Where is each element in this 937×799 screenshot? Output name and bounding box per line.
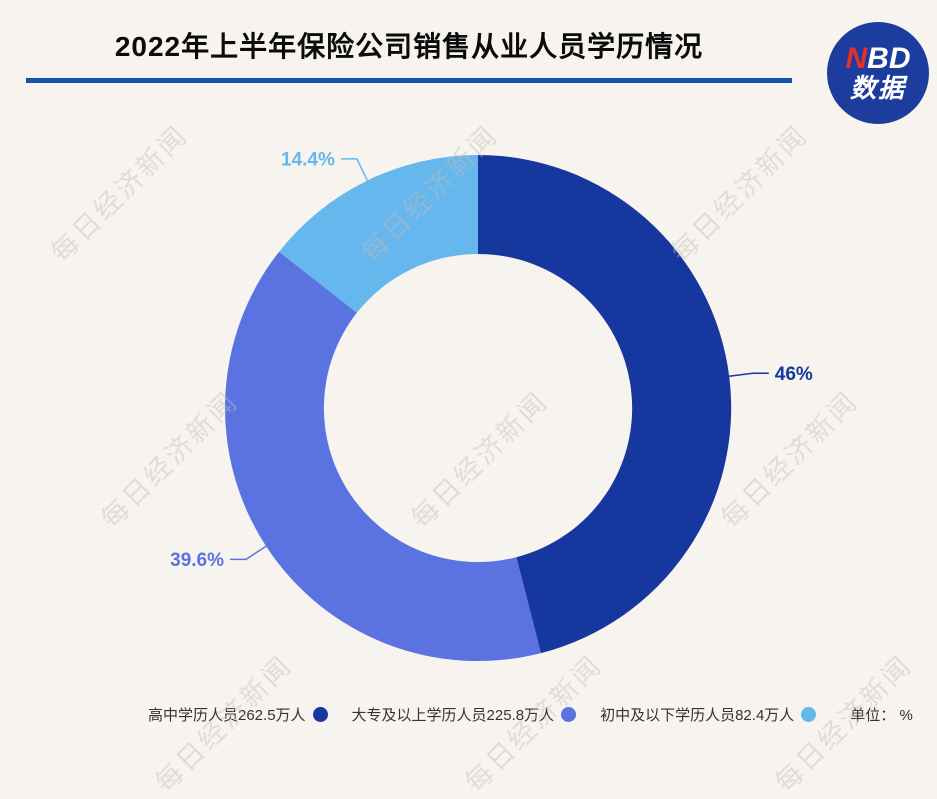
nbd-logo-subtitle: 数据	[849, 73, 906, 104]
label-leader-line	[728, 372, 769, 378]
legend-dot	[561, 706, 577, 722]
nbd-logo-letter-n: N	[845, 41, 868, 75]
legend: 高中学历人员262.5万人 大专及以上学历人员225.8万人 初中及以下学历人员82…	[148, 702, 913, 726]
legend-label: 大专及以上学历人员225.8万人	[351, 706, 555, 724]
nbd-logo-wordmark: NBD	[845, 43, 910, 75]
title-underline	[26, 78, 792, 83]
percent-label: 14.4%	[281, 150, 335, 171]
legend-unit-label: 单位： %	[850, 706, 913, 724]
page-title: 2022年上半年保险公司销售从业人员学历情况	[114, 31, 704, 62]
legend-item: 初中及以下学历人员82.4万人	[600, 704, 817, 725]
legend-item: 大专及以上学历人员225.8万人	[352, 704, 577, 725]
nbd-logo-letters-bd: BD	[867, 41, 911, 75]
label-leader-line	[340, 158, 369, 181]
legend-item: 高中学历人员262.5万人	[148, 704, 328, 725]
nbd-logo: NBD 数据	[827, 22, 929, 124]
legend-label: 初中及以下学历人员82.4万人	[600, 706, 795, 724]
pie-slice-1	[478, 154, 732, 654]
legend-dot	[801, 706, 817, 722]
legend-dot	[312, 706, 328, 722]
pie-slice-2	[225, 251, 541, 662]
percent-label: 46%	[775, 364, 813, 385]
label-leader-line	[230, 545, 267, 561]
infographic: 2022年上半年保险公司销售从业人员学历情况 NBD 数据 46% 39.6% 14…	[26, 22, 929, 798]
pie-slice-3	[279, 155, 478, 313]
legend-label: 高中学历人员262.5万人	[148, 706, 306, 724]
percent-label: 39.6%	[170, 550, 224, 571]
donut-chart: 46% 39.6% 14.4%	[170, 150, 813, 662]
